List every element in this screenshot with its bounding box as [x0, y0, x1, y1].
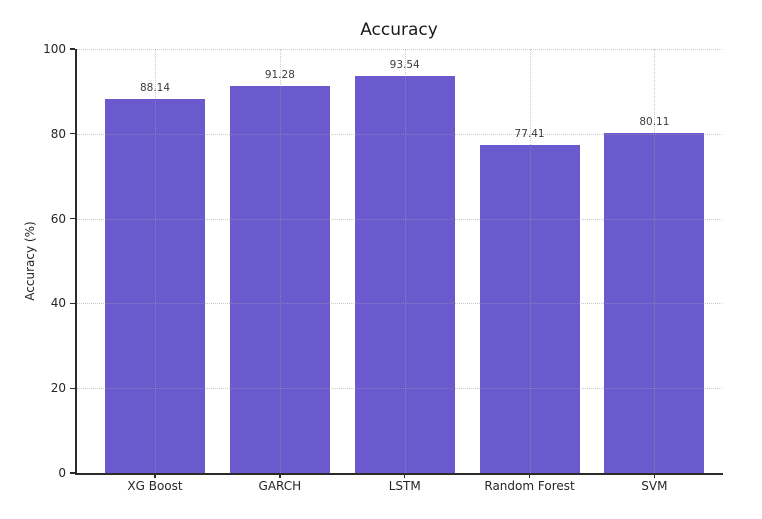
x-tick-mark	[279, 473, 281, 478]
x-tick-label: SVM	[641, 479, 668, 493]
x-tick-label: Random Forest	[484, 479, 575, 493]
y-tick-mark	[70, 387, 75, 389]
bar-value-label: 80.11	[639, 116, 670, 129]
h-gridline	[76, 303, 722, 305]
y-tick-mark	[70, 48, 75, 50]
x-tick-mark	[528, 473, 531, 478]
plot-area: 88.14 XG Boost 91.28 GARCH 93.54 LSTM 77.41 Ran…	[76, 49, 722, 493]
y-tick-label: 80	[50, 126, 66, 141]
y-tick-mark	[70, 217, 75, 220]
y-tick-label: 40	[50, 296, 66, 311]
x-tick-mark	[154, 473, 156, 478]
v-gridline	[155, 49, 156, 473]
y-tick-mark	[70, 133, 75, 135]
bottom-axis-spine	[75, 473, 723, 475]
h-gridline	[76, 49, 722, 50]
h-gridline	[76, 218, 722, 220]
y-tick-label: 60	[50, 211, 66, 226]
bar-value-label: 91.28	[264, 68, 295, 81]
bar-value-label: 77.41	[514, 127, 545, 140]
h-gridline	[76, 133, 722, 135]
y-tick-label: 0	[58, 466, 66, 480]
y-tick-label: 100	[43, 42, 66, 56]
chart-title: Accuracy	[360, 20, 438, 40]
y-axis-label: Accuracy (%)	[23, 221, 37, 301]
y-tick-mark	[70, 472, 75, 474]
bar-value-label: 88.14	[139, 82, 171, 95]
v-gridline	[404, 49, 406, 473]
x-tick-mark	[404, 473, 406, 478]
left-axis-spine	[75, 49, 77, 474]
h-gridline	[76, 388, 722, 390]
v-gridline	[529, 49, 531, 473]
x-tick-label: LSTM	[388, 479, 421, 493]
bar-value-label: 93.54	[389, 59, 420, 72]
y-tick-mark	[70, 302, 75, 305]
x-tick-label: GARCH	[258, 479, 302, 493]
v-gridline	[654, 49, 656, 473]
x-tick-mark	[653, 473, 656, 478]
y-tick-label: 20	[50, 381, 66, 396]
v-gridline	[279, 49, 281, 473]
x-tick-label: XG Boost	[127, 479, 183, 493]
